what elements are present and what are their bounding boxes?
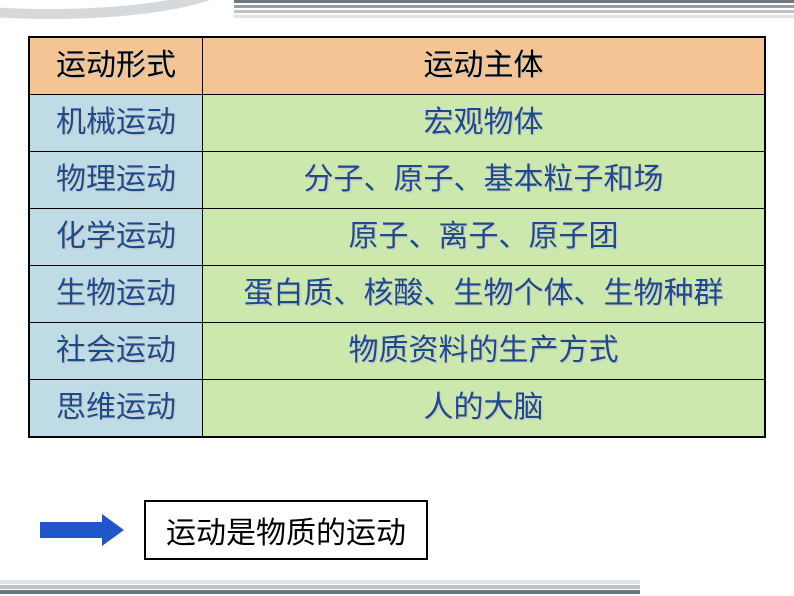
row-left-cell: 思维运动 [29, 380, 203, 438]
table-row: 生物运动 蛋白质、核酸、生物个体、生物种群 [29, 266, 765, 323]
row-left-cell: 社会运动 [29, 323, 203, 380]
row-right-cell: 蛋白质、核酸、生物个体、生物种群 [203, 266, 765, 323]
table-row: 机械运动 宏观物体 [29, 95, 765, 152]
row-left-cell: 生物运动 [29, 266, 203, 323]
bottom-decoration [0, 578, 794, 596]
table-row: 化学运动 原子、离子、原子团 [29, 209, 765, 266]
top-decoration [0, 0, 794, 35]
header-right-cell: 运动主体 [203, 37, 765, 95]
top-stripes [0, 0, 794, 30]
table-row: 思维运动 人的大脑 [29, 380, 765, 438]
row-left-cell: 机械运动 [29, 95, 203, 152]
row-right-cell: 原子、离子、原子团 [203, 209, 765, 266]
row-right-cell: 人的大脑 [203, 380, 765, 438]
row-right-cell: 宏观物体 [203, 95, 765, 152]
footer-row: 运动是物质的运动 [40, 500, 428, 560]
row-left-cell: 化学运动 [29, 209, 203, 266]
motion-table: 运动形式 运动主体 机械运动 宏观物体 物理运动 分子、原子、基本粒子和场 化学… [28, 36, 766, 438]
table-row: 物理运动 分子、原子、基本粒子和场 [29, 152, 765, 209]
row-left-cell: 物理运动 [29, 152, 203, 209]
table-row: 社会运动 物质资料的生产方式 [29, 323, 765, 380]
table-header-row: 运动形式 运动主体 [29, 37, 765, 95]
row-right-cell: 物质资料的生产方式 [203, 323, 765, 380]
header-left-cell: 运动形式 [29, 37, 203, 95]
footer-box: 运动是物质的运动 [144, 500, 428, 560]
row-right-cell: 分子、原子、基本粒子和场 [203, 152, 765, 209]
arrow-icon [40, 514, 124, 546]
